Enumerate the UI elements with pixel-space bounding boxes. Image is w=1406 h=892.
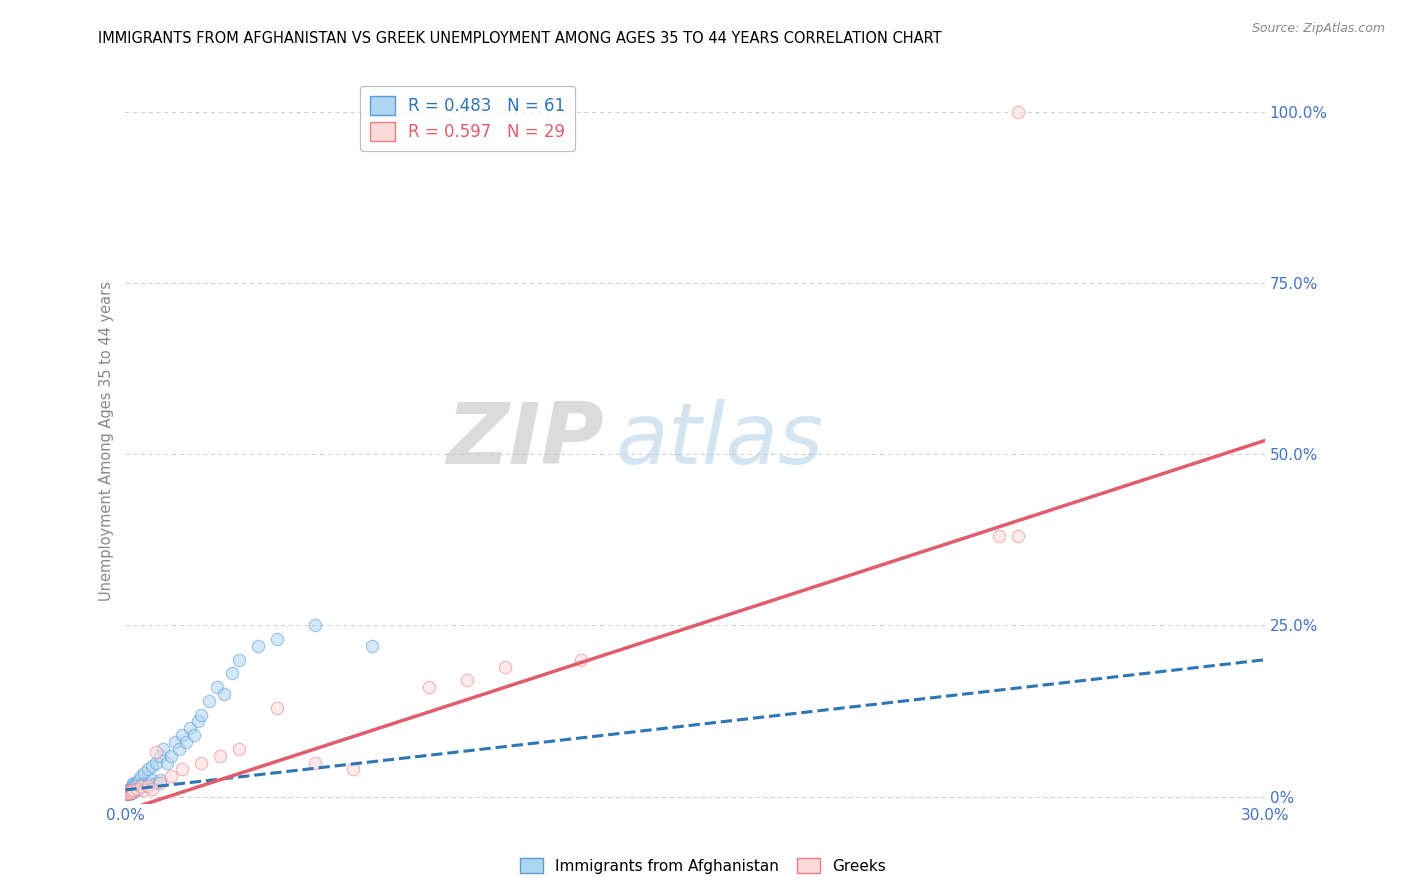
Point (118, 786, 141, 800)
Point (141, 781, 163, 796)
Point (342, 763, 364, 777)
Point (124, 783, 146, 797)
Point (117, 786, 139, 800)
Point (117, 784, 139, 798)
Point (145, 776, 167, 790)
Point (115, 786, 138, 800)
Point (247, 639, 270, 653)
Point (179, 721, 201, 735)
Point (136, 776, 159, 790)
Text: IMMIGRANTS FROM AFGHANISTAN VS GREEK UNEMPLOYMENT AMONG AGES 35 TO 44 YEARS CORR: IMMIGRANTS FROM AFGHANISTAN VS GREEK UNE… (98, 31, 942, 46)
Point (125, 781, 148, 796)
Point (125, 776, 148, 790)
Point (172, 728, 194, 742)
Point (120, 786, 142, 800)
Point (122, 783, 145, 797)
Point (172, 763, 194, 777)
Point (118, 784, 141, 798)
Point (160, 769, 183, 783)
Point (134, 765, 156, 780)
Point (134, 783, 156, 797)
Point (120, 783, 142, 797)
Point (115, 786, 138, 800)
Point (122, 776, 145, 790)
Point (221, 666, 243, 681)
Point (149, 748, 172, 763)
Point (190, 756, 212, 770)
Point (304, 618, 326, 632)
Point (494, 659, 516, 673)
Point (117, 786, 139, 800)
Point (131, 776, 153, 790)
Point (198, 694, 221, 708)
Point (418, 680, 440, 694)
Point (134, 780, 156, 794)
Point (187, 714, 209, 729)
Point (149, 776, 172, 790)
Point (988, 529, 1011, 543)
Point (122, 777, 145, 791)
Text: atlas: atlas (616, 399, 824, 482)
Point (136, 780, 159, 794)
Point (121, 785, 143, 799)
Point (118, 783, 141, 797)
Point (118, 784, 141, 798)
Legend: Immigrants from Afghanistan, Greeks: Immigrants from Afghanistan, Greeks (513, 852, 893, 880)
Point (1007, 104, 1029, 119)
Point (121, 786, 143, 800)
Point (121, 784, 143, 798)
Point (160, 748, 183, 763)
Point (121, 783, 143, 797)
Point (361, 639, 384, 653)
Point (212, 687, 235, 701)
Point (183, 728, 205, 742)
Point (120, 781, 142, 796)
Point (266, 700, 288, 714)
Point (456, 673, 478, 688)
Text: Source: ZipAtlas.com: Source: ZipAtlas.com (1251, 22, 1385, 36)
Point (205, 680, 228, 694)
Point (141, 759, 163, 773)
Point (117, 787, 139, 801)
Point (145, 745, 167, 759)
Point (118, 786, 141, 800)
Point (115, 786, 138, 800)
Point (141, 772, 163, 787)
Point (128, 772, 150, 787)
Point (228, 741, 250, 756)
Point (120, 783, 142, 797)
Point (122, 780, 145, 794)
Point (152, 741, 174, 756)
Point (121, 780, 143, 794)
Point (129, 780, 152, 794)
Point (122, 783, 145, 797)
Point (136, 763, 159, 777)
Point (569, 653, 592, 667)
Text: ZIP: ZIP (446, 399, 605, 482)
Point (156, 756, 179, 770)
Point (120, 785, 142, 799)
Point (228, 653, 250, 667)
Point (145, 756, 167, 770)
Point (149, 772, 172, 787)
Point (115, 787, 138, 801)
Point (124, 780, 146, 794)
Point (209, 748, 232, 763)
Point (122, 781, 145, 796)
Legend: R = 0.483   N = 61, R = 0.597   N = 29: R = 0.483 N = 61, R = 0.597 N = 29 (360, 86, 575, 151)
Point (163, 735, 186, 749)
Point (129, 769, 152, 783)
Point (190, 707, 212, 722)
Point (117, 787, 139, 801)
Point (117, 785, 139, 799)
Point (129, 780, 152, 794)
Y-axis label: Unemployment Among Ages 35 to 44 years: Unemployment Among Ages 35 to 44 years (100, 280, 114, 600)
Point (167, 741, 190, 756)
Point (174, 735, 197, 749)
Point (1007, 529, 1029, 543)
Point (266, 632, 288, 647)
Point (125, 783, 148, 797)
Point (304, 756, 326, 770)
